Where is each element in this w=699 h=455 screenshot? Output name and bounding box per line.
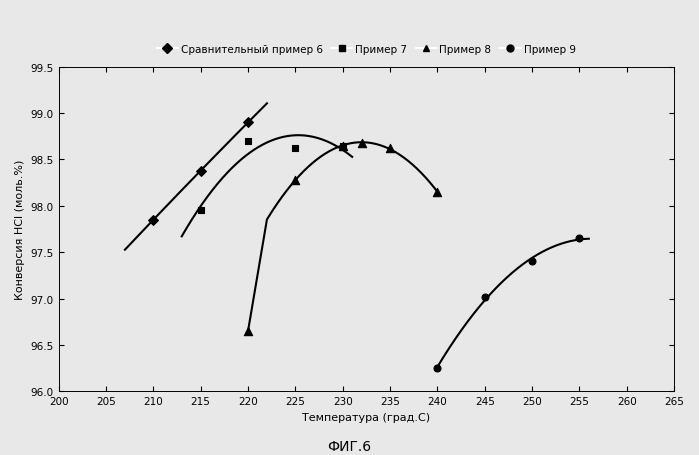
Legend: Сравнительный пример 6, Пример 7, Пример 8, Пример 9: Сравнительный пример 6, Пример 7, Пример… bbox=[153, 40, 580, 59]
Point bbox=[243, 120, 254, 127]
Point bbox=[356, 140, 367, 147]
Point bbox=[337, 142, 348, 150]
X-axis label: Температура (град.С): Температура (град.С) bbox=[302, 412, 431, 422]
Point bbox=[432, 189, 443, 196]
Point bbox=[290, 177, 301, 184]
Point bbox=[147, 217, 159, 224]
Point bbox=[243, 138, 254, 145]
Point bbox=[384, 145, 396, 152]
Point bbox=[243, 328, 254, 335]
Point bbox=[337, 142, 348, 150]
Point bbox=[195, 167, 206, 175]
Point bbox=[432, 365, 443, 372]
Point bbox=[574, 235, 585, 243]
Point bbox=[526, 258, 538, 266]
Point bbox=[195, 207, 206, 215]
Y-axis label: Конверсия НСl (моль.%): Конверсия НСl (моль.%) bbox=[15, 160, 25, 299]
Point bbox=[290, 145, 301, 152]
Text: ФИГ.6: ФИГ.6 bbox=[327, 440, 372, 454]
Point bbox=[479, 293, 490, 301]
